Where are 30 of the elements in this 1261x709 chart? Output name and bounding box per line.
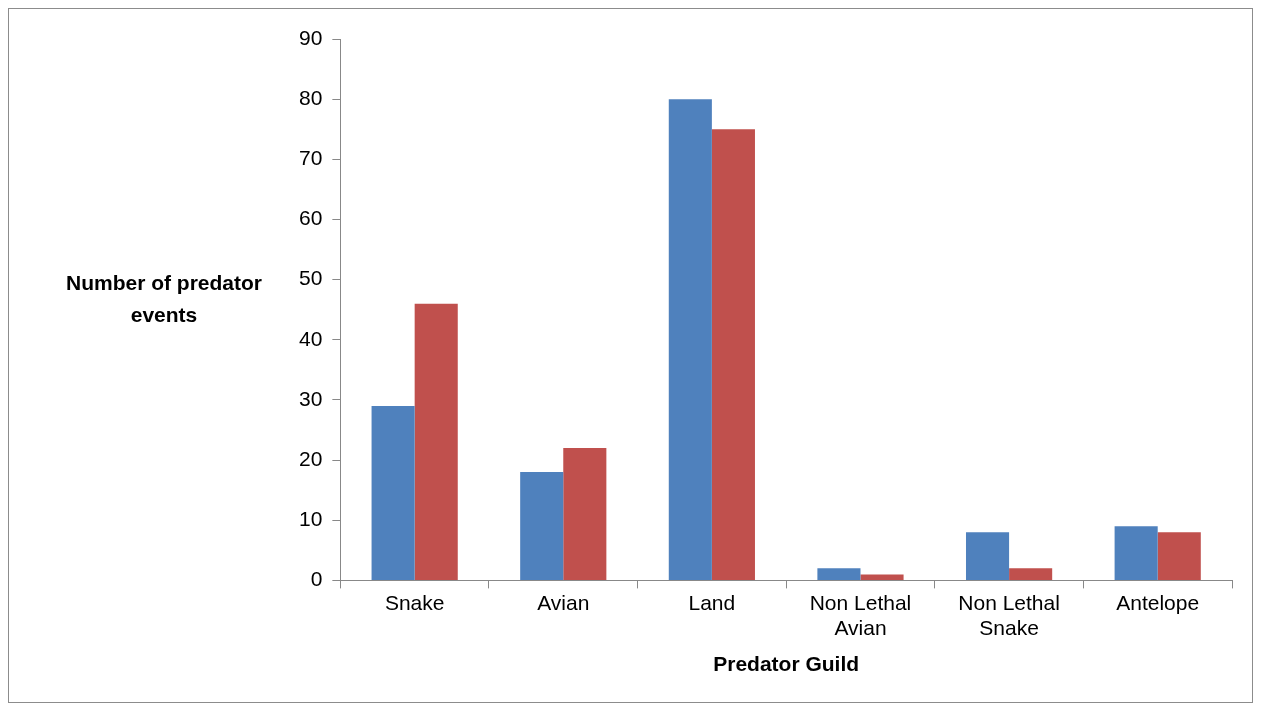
x-axis-title: Predator Guild xyxy=(713,652,860,676)
bar xyxy=(563,448,607,580)
y-tick-label: 50 xyxy=(299,266,323,290)
bar xyxy=(817,568,861,580)
bar xyxy=(1009,568,1053,580)
bar xyxy=(414,303,458,580)
x-tick-label: Antelope xyxy=(1116,590,1200,614)
bar xyxy=(1114,526,1158,580)
bar xyxy=(371,405,415,580)
y-tick-label: 60 xyxy=(299,206,323,230)
y-tick-label: 20 xyxy=(299,446,323,470)
x-tick-label: Land xyxy=(688,590,736,614)
y-tick-label: 30 xyxy=(299,386,323,410)
y-tick-label: 70 xyxy=(299,146,323,170)
y-tick-label: 0 xyxy=(310,567,323,591)
y-tick-label: 90 xyxy=(299,25,323,49)
x-tick-label: Avian xyxy=(537,590,590,614)
bar xyxy=(965,532,1010,580)
bar xyxy=(711,129,755,580)
bar xyxy=(860,574,904,580)
x-tick-label: Non Lethal Avian xyxy=(809,590,912,639)
y-tick-label: 80 xyxy=(299,85,323,109)
y-tick-label: 10 xyxy=(299,507,323,531)
y-axis-title: Number of predator events xyxy=(65,270,263,328)
x-tick-label: Non Lethal Snake xyxy=(958,590,1060,639)
bar xyxy=(520,472,564,580)
bar xyxy=(1157,532,1201,580)
bar xyxy=(668,99,712,580)
y-tick-label: 40 xyxy=(299,326,323,350)
x-tick-label: Snake xyxy=(384,590,445,614)
